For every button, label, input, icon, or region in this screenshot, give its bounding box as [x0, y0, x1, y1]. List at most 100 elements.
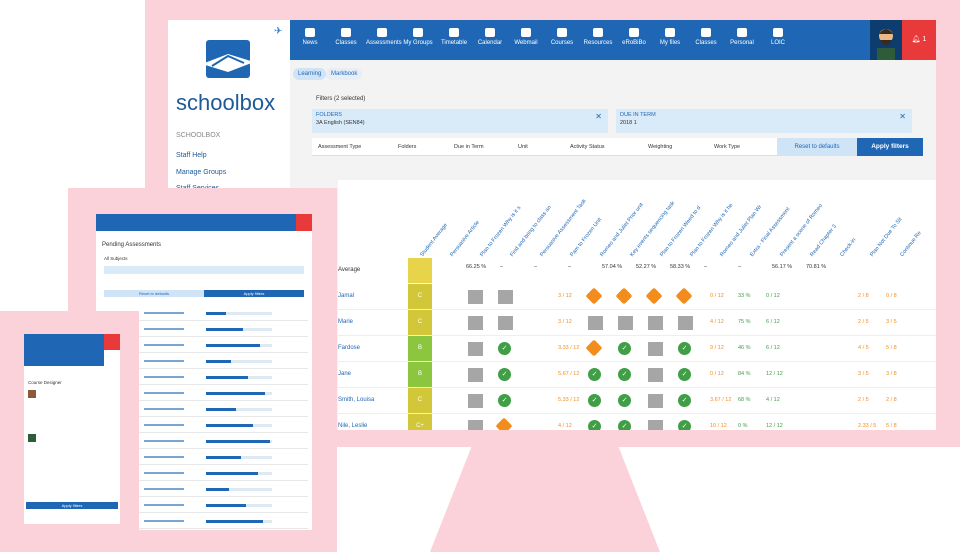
check-icon[interactable]: ✓ [618, 394, 631, 407]
nav-webmail[interactable]: Webmail [510, 20, 542, 60]
check-icon[interactable]: ✓ [588, 394, 601, 407]
column-header[interactable]: Student Average [419, 222, 449, 258]
check-icon[interactable]: ✓ [498, 342, 511, 355]
dropdown-due-term[interactable]: Due in Term [448, 138, 512, 156]
nav-calendar[interactable]: Calendar [474, 20, 506, 60]
filter-term[interactable]: DUE IN TERM 2018 1 ✕ [616, 109, 912, 133]
tablet-reset-button[interactable]: Reset to defaults [104, 290, 204, 297]
empty-cell[interactable] [498, 316, 513, 330]
list-item[interactable] [144, 376, 184, 378]
empty-cell[interactable] [588, 316, 603, 330]
sidebar-link-groups[interactable]: Manage Groups [176, 169, 227, 176]
dropdown-unit[interactable]: Unit [512, 138, 564, 156]
list-item[interactable] [144, 424, 184, 426]
empty-cell[interactable] [498, 290, 513, 304]
list-item[interactable] [144, 392, 184, 394]
student-name[interactable]: Jane [338, 371, 352, 377]
late-icon[interactable] [645, 287, 663, 305]
check-icon[interactable]: ✓ [678, 420, 691, 430]
list-item[interactable] [144, 520, 184, 522]
column-header[interactable]: Read Chapter 3 [809, 223, 838, 258]
avatar[interactable] [870, 20, 902, 60]
dropdown-activity-status[interactable]: Activity Status [564, 138, 642, 156]
check-icon[interactable]: ✓ [498, 394, 511, 407]
empty-cell[interactable] [648, 394, 663, 408]
check-icon[interactable]: ✓ [678, 394, 691, 407]
student-name[interactable]: Smith, Louisa [338, 397, 375, 403]
late-icon[interactable] [585, 287, 603, 305]
nav-erobibo[interactable]: eRoBiBo [618, 20, 650, 60]
student-name[interactable]: Marie [338, 319, 354, 325]
dropdown-weighting[interactable]: Weighting [642, 138, 708, 156]
empty-cell[interactable] [648, 342, 663, 356]
empty-cell[interactable] [648, 420, 663, 430]
list-item[interactable] [144, 488, 184, 490]
tablet-apply-button[interactable]: Apply filters [204, 290, 304, 297]
nav-loic[interactable]: LOIC [762, 20, 794, 60]
check-icon[interactable]: ✓ [678, 368, 691, 381]
late-icon[interactable] [615, 287, 633, 305]
pin-icon[interactable]: ✈ [274, 26, 283, 37]
student-name[interactable]: Nile, Leslie [338, 423, 368, 429]
sidebar-link-help[interactable]: Staff Help [176, 152, 207, 159]
reset-button[interactable]: Reset to defaults [777, 138, 857, 156]
filter-folders[interactable]: FOLDERS 3A English (SEN84) ✕ [312, 109, 608, 133]
close-icon[interactable]: ✕ [595, 112, 602, 121]
empty-cell[interactable] [468, 290, 483, 304]
dropdown-assessment-type[interactable]: Assessment Type [312, 138, 392, 156]
late-icon[interactable] [675, 287, 693, 305]
check-icon[interactable]: ✓ [618, 342, 631, 355]
list-item[interactable] [144, 472, 184, 474]
alerts-button[interactable]: 🔔︎ 1 [902, 20, 936, 60]
nav-groups[interactable]: My Groups [402, 20, 434, 60]
empty-cell[interactable] [468, 368, 483, 382]
dropdown-work-type[interactable]: Work Type [708, 138, 777, 156]
column-header[interactable]: Persuasive Article [449, 219, 481, 258]
list-item[interactable] [144, 360, 184, 362]
list-item[interactable] [144, 328, 184, 330]
nav-myfiles[interactable]: My files [654, 20, 686, 60]
dropdown-folders[interactable]: Folders [392, 138, 448, 156]
late-icon[interactable] [495, 417, 513, 430]
empty-cell[interactable] [618, 316, 633, 330]
nav-assessments[interactable]: Assessments [366, 20, 402, 60]
empty-cell[interactable] [648, 316, 663, 330]
check-icon[interactable]: ✓ [618, 420, 631, 430]
check-icon[interactable]: ✓ [588, 420, 601, 430]
list-item[interactable] [144, 408, 184, 410]
nav-classes-2[interactable]: Classes [690, 20, 722, 60]
list-item[interactable] [144, 456, 184, 458]
tab-learning[interactable]: Learning [293, 68, 327, 80]
phone-apply-button[interactable]: Apply filters [26, 502, 118, 509]
list-item[interactable] [144, 344, 184, 346]
empty-cell[interactable] [648, 368, 663, 382]
empty-cell[interactable] [468, 316, 483, 330]
column-header[interactable]: Plan Not Due To Sit [869, 216, 904, 258]
list-item[interactable] [144, 504, 184, 506]
phone-alert[interactable] [104, 334, 120, 350]
student-name[interactable]: Fardose [338, 345, 361, 351]
column-header[interactable]: Continue Re [899, 230, 923, 258]
column-header[interactable]: Pam to Frozen Unit [569, 216, 604, 258]
nav-timetable[interactable]: Timetable [438, 20, 470, 60]
check-icon[interactable]: ✓ [618, 368, 631, 381]
empty-cell[interactable] [678, 316, 693, 330]
empty-cell[interactable] [468, 342, 483, 356]
list-item[interactable] [144, 440, 184, 442]
column-header[interactable]: Check-in [839, 237, 858, 258]
student-name[interactable]: Jamal [338, 293, 355, 299]
empty-cell[interactable] [468, 394, 483, 408]
nav-resources[interactable]: Resources [582, 20, 614, 60]
nav-courses[interactable]: Courses [546, 20, 578, 60]
apply-filters-button[interactable]: Apply filters [857, 138, 923, 156]
close-icon[interactable]: ✕ [899, 112, 906, 121]
nav-personal[interactable]: Personal [726, 20, 758, 60]
tab-markbook[interactable]: Markbook [326, 68, 363, 80]
nav-classes[interactable]: Classes [330, 20, 362, 60]
nav-news[interactable]: News [294, 20, 326, 60]
list-item[interactable] [144, 312, 184, 314]
check-icon[interactable]: ✓ [588, 368, 601, 381]
tablet-filter-box[interactable] [104, 266, 304, 274]
tablet-alert[interactable] [296, 214, 312, 231]
check-icon[interactable]: ✓ [498, 368, 511, 381]
